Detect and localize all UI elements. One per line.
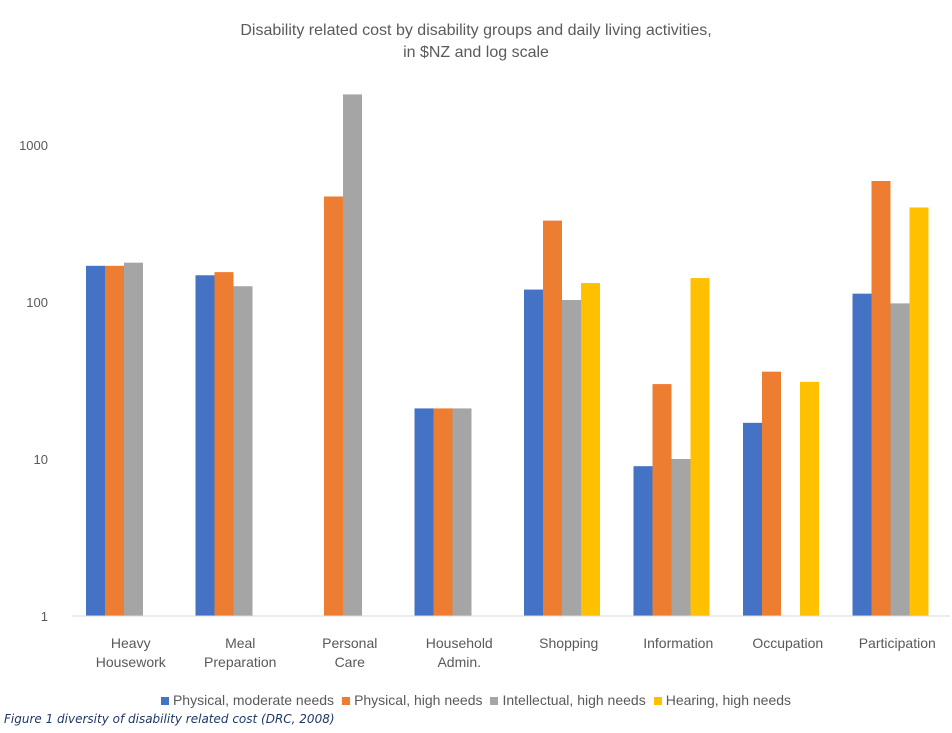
legend-item: Intellectual, high needs <box>490 692 646 708</box>
bar <box>452 408 472 616</box>
bar <box>800 381 819 616</box>
bar <box>195 275 215 616</box>
bar <box>871 180 891 616</box>
y-axis: 1 10 100 1000 <box>19 138 48 624</box>
chart-title: Disability related cost by disability gr… <box>0 20 952 64</box>
bar <box>852 293 872 616</box>
bar <box>86 265 105 616</box>
bar <box>743 422 762 616</box>
bar <box>671 459 691 616</box>
bar <box>909 207 929 617</box>
legend: Physical, moderate needs Physical, high n… <box>0 692 952 708</box>
legend-label: Physical, high needs <box>354 692 483 708</box>
x-tick-label: Shopping <box>539 635 598 651</box>
legend-swatch <box>342 697 351 706</box>
x-tick-label: Household Admin. <box>426 635 493 670</box>
bar <box>433 408 453 616</box>
x-tick-label: Meal Preparation <box>204 635 276 670</box>
bar <box>233 286 253 616</box>
legend-swatch <box>653 697 662 706</box>
chart-title-line-2: in $NZ and log scale <box>403 44 549 61</box>
legend-label: Hearing, high needs <box>665 692 792 708</box>
x-tick-label: Heavy Housework <box>96 635 167 670</box>
bar <box>562 299 581 616</box>
x-axis: Heavy Housework Meal Preparation Personal Car… <box>72 615 950 670</box>
x-tick-label: Information <box>643 635 713 651</box>
bar <box>124 262 143 616</box>
bar <box>543 220 562 616</box>
legend-swatch <box>160 697 169 706</box>
bar <box>414 408 434 616</box>
legend-label: Physical, moderate needs <box>172 692 335 708</box>
bar <box>690 278 710 616</box>
legend-label: Intellectual, high needs <box>502 692 646 708</box>
chart-plot: 1 10 100 1000 Heavy Housework Meal Preparation… <box>19 94 950 670</box>
bar <box>214 272 234 616</box>
bars <box>86 94 929 617</box>
y-tick-label: 100 <box>26 295 48 310</box>
legend-swatch <box>490 697 499 706</box>
chart-title-line-1: Disability related cost by disability gr… <box>240 22 712 39</box>
bar <box>652 384 672 616</box>
figure-caption: Figure 1 diversity of disability related… <box>4 712 335 726</box>
bar <box>105 265 124 616</box>
legend-item: Physical, high needs <box>342 692 482 708</box>
y-tick-label: 10 <box>34 452 48 467</box>
bar <box>524 289 543 616</box>
legend-item: Physical, moderate needs <box>160 692 335 708</box>
x-tick-label: Occupation <box>752 635 823 651</box>
y-tick-label: 1 <box>41 609 48 624</box>
bar <box>324 196 343 616</box>
x-tick-label: Participation <box>859 635 936 651</box>
bar <box>890 303 910 616</box>
legend-item: Hearing, high needs <box>653 692 792 708</box>
y-tick-label: 1000 <box>19 138 48 153</box>
bar <box>762 371 781 616</box>
bar <box>633 466 653 616</box>
x-tick-label: Personal Care <box>322 635 377 670</box>
bar <box>581 283 600 616</box>
bar <box>343 94 362 617</box>
